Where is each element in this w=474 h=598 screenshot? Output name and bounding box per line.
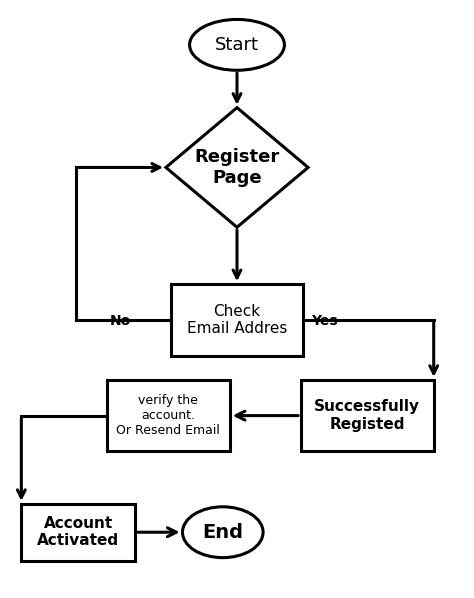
Bar (301, 380, 434, 451)
Text: Check
Email Addres: Check Email Addres (187, 304, 287, 336)
Bar (171, 284, 303, 356)
Text: End: End (202, 523, 243, 542)
Text: Yes: Yes (311, 314, 338, 328)
Text: Account
Activated: Account Activated (37, 516, 119, 548)
Bar (21, 504, 135, 561)
Ellipse shape (190, 20, 284, 70)
Bar (107, 380, 230, 451)
Text: Successfully
Registed: Successfully Registed (314, 399, 420, 432)
Text: No: No (110, 314, 131, 328)
Text: Start: Start (215, 36, 259, 54)
Text: Register
Page: Register Page (194, 148, 280, 187)
Polygon shape (166, 108, 308, 227)
Text: verify the
account.
Or Resend Email: verify the account. Or Resend Email (116, 394, 220, 437)
Ellipse shape (182, 507, 263, 557)
